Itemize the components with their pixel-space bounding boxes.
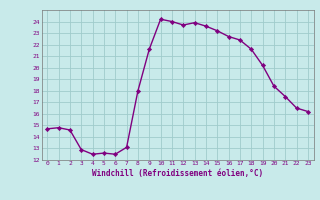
X-axis label: Windchill (Refroidissement éolien,°C): Windchill (Refroidissement éolien,°C): [92, 169, 263, 178]
